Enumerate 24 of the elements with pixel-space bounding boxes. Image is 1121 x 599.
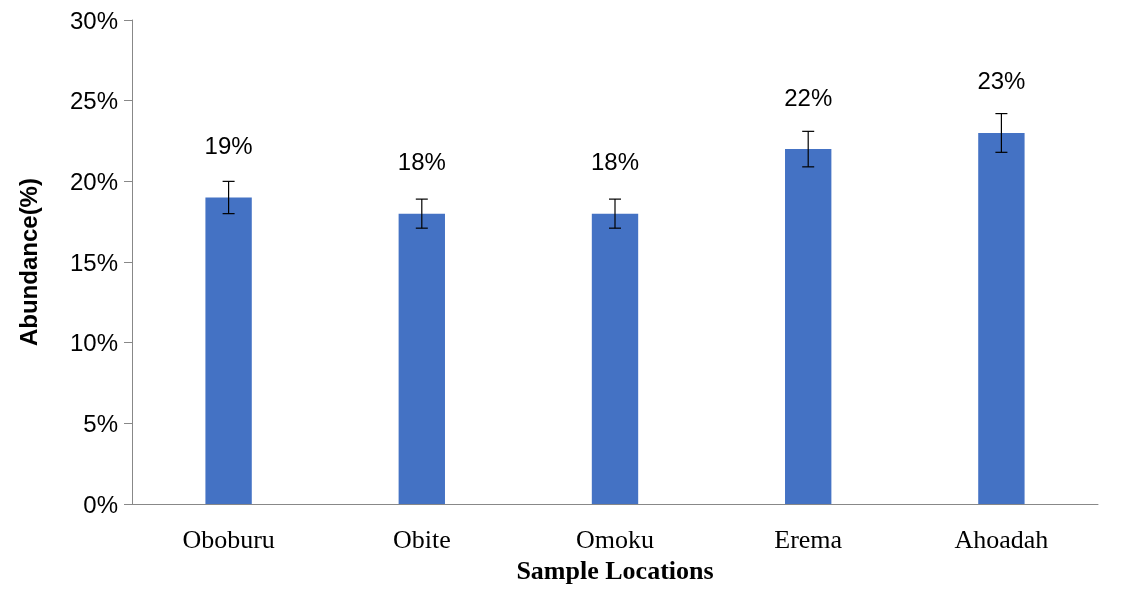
x-tick-label: Oboburu [182,524,275,554]
x-tick-label: Ahoadah [954,524,1049,554]
x-tick-label: Erema [774,524,843,554]
bar [785,149,832,505]
x-tick-label: Omoku [576,524,654,554]
data-label: 18% [397,148,446,176]
y-tick-label: 20% [69,167,118,195]
bar [205,197,252,505]
data-label: 19% [204,132,253,159]
x-tick-label: Obite [392,524,451,554]
y-tick-label: 5% [83,409,118,437]
bar [591,213,639,505]
y-tick-label: 30% [69,6,118,34]
data-label: 23% [977,67,1026,95]
bar [398,213,445,505]
y-tick-label: 0% [83,490,118,518]
x-axis-title: Sample Locations [516,555,714,585]
y-tick-label: 10% [69,329,118,357]
data-label: 18% [590,148,640,176]
y-tick-label: 25% [69,87,118,115]
data-label: 22% [784,83,833,111]
y-tick-label: 15% [69,248,118,276]
y-axis-title: Abundance(%) [14,178,42,347]
bar [978,132,1025,505]
